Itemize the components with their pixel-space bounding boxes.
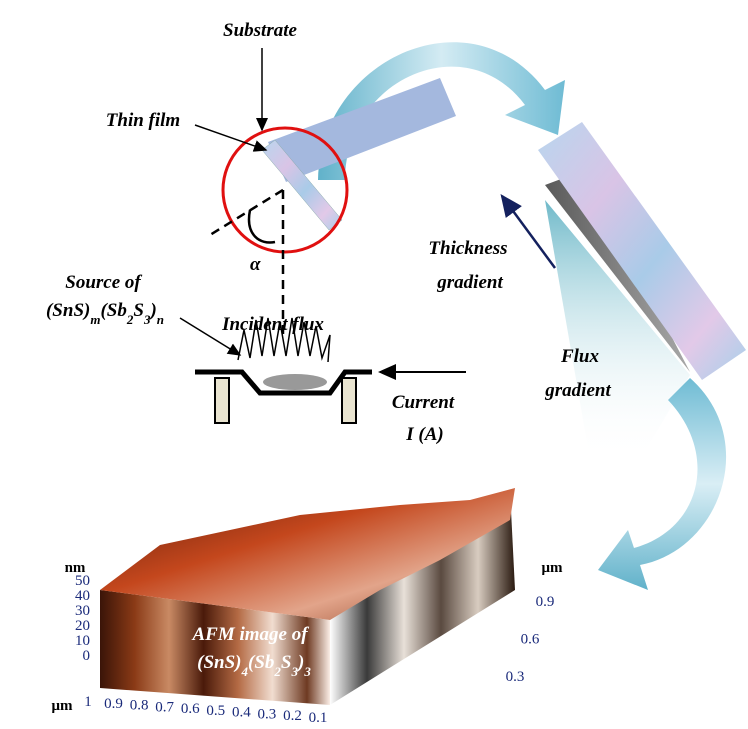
tick-label: 0.8 — [130, 698, 149, 714]
tick-label: 0.5 — [206, 703, 225, 719]
axis-unit: nm — [65, 560, 86, 576]
tick-label: 0.3 — [258, 706, 277, 722]
gradient-arrow — [500, 193, 557, 269]
label: α — [250, 254, 261, 275]
curved-arrow — [318, 42, 565, 180]
label: Thickness — [428, 238, 507, 259]
afm-front — [100, 590, 330, 705]
label: Incident flux — [221, 314, 324, 335]
tick-label: 0.9 — [104, 696, 123, 712]
label: Current — [392, 392, 455, 413]
label: gradient — [436, 272, 503, 293]
formula-part: S — [133, 300, 144, 321]
boat — [195, 369, 372, 396]
tick-label: 0.6 — [181, 701, 200, 717]
substrate-holder — [268, 78, 456, 182]
formula-part: 2 — [273, 664, 281, 679]
formula-part: m — [90, 312, 100, 327]
formula-part: 2 — [126, 312, 134, 327]
formula: (SnS)4(Sb2S3)3 — [197, 652, 311, 679]
formula-part: 4 — [241, 664, 249, 679]
thin-film — [261, 139, 343, 231]
tick-label: 0.6 — [521, 632, 540, 648]
formula-part: ) — [296, 652, 304, 673]
arrow — [194, 124, 268, 152]
thickness-wedge — [545, 170, 690, 372]
tick-label: 0.2 — [283, 708, 302, 724]
formula-part: (Sb — [100, 300, 126, 321]
afm-surface — [100, 488, 515, 620]
arrow — [179, 317, 242, 356]
flux-funnel — [545, 200, 690, 460]
tick-label: 50 — [75, 573, 90, 589]
tick-label: 40 — [75, 588, 90, 604]
label: Source of — [65, 272, 142, 293]
tick-label: 0.3 — [506, 669, 525, 685]
highlight-circle — [221, 126, 349, 254]
formula-part: (SnS) — [46, 300, 90, 321]
leg — [214, 377, 230, 424]
curved-arrow — [598, 378, 727, 590]
label: Substrate — [223, 20, 297, 41]
tick-label: 10 — [75, 633, 90, 649]
film-bar — [538, 122, 746, 380]
axis-unit: μm — [52, 698, 74, 714]
formula-part: (Sb — [248, 652, 274, 673]
tick-label: 0.1 — [309, 710, 328, 726]
formula-part: S — [281, 652, 292, 673]
label: I (A) — [405, 424, 443, 445]
tick-label: 0.9 — [536, 594, 555, 610]
formula-part: ) — [148, 300, 156, 321]
angle-arc — [247, 209, 276, 244]
tick-label: 0.7 — [155, 699, 174, 715]
source-powder — [263, 374, 327, 390]
tick-label: 1 — [84, 694, 92, 710]
label: gradient — [544, 380, 611, 401]
flux-spikes — [237, 317, 331, 363]
film-line — [209, 188, 284, 237]
label: Flux — [560, 346, 600, 367]
formula-part: (SnS) — [197, 652, 241, 673]
formula: (SnS)m(Sb2S3)n — [46, 300, 164, 327]
label: Thin film — [106, 110, 180, 131]
tick-label: 0.4 — [232, 705, 251, 721]
tick-label: 20 — [75, 618, 90, 634]
caption: AFM image of — [191, 624, 309, 645]
tick-label: 0 — [83, 648, 91, 664]
axis-unit: μm — [542, 560, 564, 576]
afm-side — [330, 490, 515, 705]
leg — [341, 377, 357, 424]
formula-part: 3 — [303, 664, 311, 679]
formula-part: 3 — [291, 664, 299, 679]
formula-part: n — [157, 312, 164, 327]
formula-part: 3 — [143, 312, 151, 327]
tick-label: 30 — [75, 603, 90, 619]
